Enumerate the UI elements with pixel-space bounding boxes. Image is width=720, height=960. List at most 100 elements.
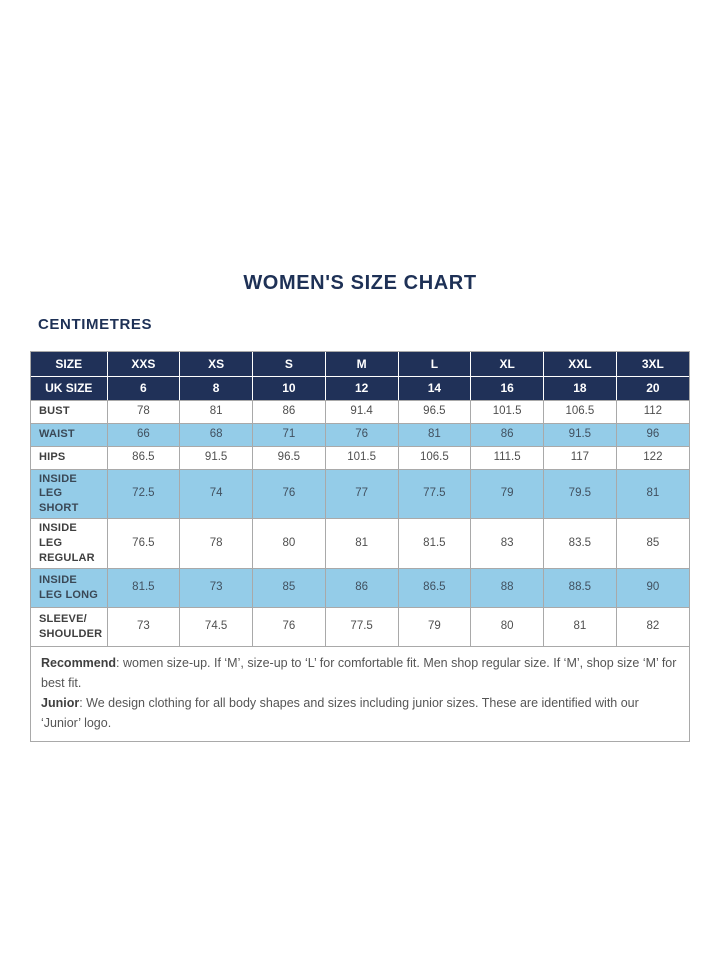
table-row: HIPS 86.5 91.5 96.5 101.5 106.5 111.5 117 122 bbox=[31, 446, 689, 470]
measurement-cell: 76.5 bbox=[107, 518, 181, 569]
measurement-cell: 86.5 bbox=[398, 568, 472, 608]
size-table-body: BUST 78 81 86 91.4 96.5 101.5 106.5 112 WAIST 66 68… bbox=[31, 400, 689, 647]
page-title: WOMEN'S SIZE CHART bbox=[243, 272, 477, 294]
footnote-junior-text: : We design clothing for all body shapes… bbox=[41, 696, 639, 731]
unit-heading: CENTIMETRES bbox=[38, 316, 153, 333]
measurement-cell: 111.5 bbox=[470, 446, 544, 470]
footnote-recommend: Recommend: women size-up. If ‘M’, size-u… bbox=[41, 653, 679, 694]
measurement-cell: 80 bbox=[252, 518, 326, 569]
footnote-recommend-label: Recommend bbox=[41, 655, 117, 670]
measurement-cell: 91.4 bbox=[325, 400, 399, 424]
header-cell: 14 bbox=[398, 376, 472, 401]
measurement-cell: 74.5 bbox=[179, 607, 253, 647]
measurement-cell: 81 bbox=[398, 423, 472, 447]
size-table: SIZE XXS XS S M L XL XXL 3XL UK SIZE 6 8 10 12 14 16 18 2… bbox=[31, 352, 689, 647]
header-cell: 3XL bbox=[616, 352, 689, 377]
footnote-junior: Junior: We design clothing for all body … bbox=[41, 693, 679, 734]
header-cell: XL bbox=[470, 352, 544, 377]
measurement-cell: 83.5 bbox=[543, 518, 617, 569]
header-cell: 18 bbox=[543, 376, 617, 401]
measurement-cell: 106.5 bbox=[398, 446, 472, 470]
measurement-cell: 101.5 bbox=[470, 400, 544, 424]
table-row: INSIDE LEG LONG 81.5 73 85 86 86.5 88 88.5 90 bbox=[31, 568, 689, 608]
measurement-cell: 96 bbox=[616, 423, 689, 447]
measurement-cell: 79 bbox=[398, 607, 472, 647]
row-label: INSIDE LEG SHORT bbox=[31, 469, 108, 520]
measurement-cell: 73 bbox=[179, 568, 253, 608]
measurement-cell: 122 bbox=[616, 446, 689, 470]
measurement-cell: 82 bbox=[616, 607, 689, 647]
footnote-recommend-text: : women size-up. If ‘M’, size-up to ‘L’ … bbox=[41, 655, 677, 690]
size-table-container: SIZE XXS XS S M L XL XXL 3XL UK SIZE 6 8 10 12 14 16 18 2… bbox=[30, 351, 690, 742]
footnote-junior-label: Junior bbox=[41, 696, 80, 711]
row-label: SLEEVE/ SHOULDER bbox=[31, 607, 108, 647]
table-row: WAIST 66 68 71 76 81 86 91.5 96 bbox=[31, 423, 689, 447]
size-table-head: SIZE XXS XS S M L XL XXL 3XL UK SIZE 6 8 10 12 14 16 18 2… bbox=[31, 352, 689, 401]
row-label: INSIDE LEG REGULAR bbox=[31, 518, 108, 569]
measurement-cell: 71 bbox=[252, 423, 326, 447]
measurement-cell: 86 bbox=[470, 423, 544, 447]
measurement-cell: 76 bbox=[252, 607, 326, 647]
table-row: INSIDE LEG SHORT 72.5 74 76 77 77.5 79 79.5 81 bbox=[31, 469, 689, 520]
measurement-cell: 117 bbox=[543, 446, 617, 470]
measurement-cell: 79.5 bbox=[543, 469, 617, 520]
measurement-cell: 106.5 bbox=[543, 400, 617, 424]
measurement-cell: 77 bbox=[325, 469, 399, 520]
header-cell: 6 bbox=[107, 376, 181, 401]
measurement-cell: 96.5 bbox=[252, 446, 326, 470]
header-cell: L bbox=[398, 352, 472, 377]
header-row: SIZE XXS XS S M L XL XXL 3XL bbox=[31, 352, 689, 377]
header-cell: XXL bbox=[543, 352, 617, 377]
measurement-cell: 88 bbox=[470, 568, 544, 608]
measurement-cell: 86 bbox=[252, 400, 326, 424]
measurement-cell: 86.5 bbox=[107, 446, 181, 470]
row-label: BUST bbox=[31, 400, 108, 424]
measurement-cell: 74 bbox=[179, 469, 253, 520]
measurement-cell: 81.5 bbox=[107, 568, 181, 608]
measurement-cell: 81 bbox=[325, 518, 399, 569]
header-cell: XS bbox=[179, 352, 253, 377]
measurement-cell: 81 bbox=[179, 400, 253, 424]
footnotes: Recommend: women size-up. If ‘M’, size-u… bbox=[31, 647, 689, 741]
measurement-cell: 91.5 bbox=[543, 423, 617, 447]
measurement-cell: 68 bbox=[179, 423, 253, 447]
measurement-cell: 81 bbox=[616, 469, 689, 520]
measurement-cell: 85 bbox=[616, 518, 689, 569]
header-cell: 20 bbox=[616, 376, 689, 401]
measurement-cell: 85 bbox=[252, 568, 326, 608]
measurement-cell: 66 bbox=[107, 423, 181, 447]
row-label: HIPS bbox=[31, 446, 108, 470]
measurement-cell: 78 bbox=[107, 400, 181, 424]
measurement-cell: 90 bbox=[616, 568, 689, 608]
table-row: BUST 78 81 86 91.4 96.5 101.5 106.5 112 bbox=[31, 400, 689, 424]
header-cell: 16 bbox=[470, 376, 544, 401]
measurement-cell: 78 bbox=[179, 518, 253, 569]
measurement-cell: 86 bbox=[325, 568, 399, 608]
table-row: SLEEVE/ SHOULDER 73 74.5 76 77.5 79 80 81 82 bbox=[31, 607, 689, 647]
measurement-cell: 91.5 bbox=[179, 446, 253, 470]
measurement-cell: 96.5 bbox=[398, 400, 472, 424]
measurement-cell: 101.5 bbox=[325, 446, 399, 470]
header-cell: XXS bbox=[107, 352, 181, 377]
measurement-cell: 76 bbox=[252, 469, 326, 520]
measurement-cell: 79 bbox=[470, 469, 544, 520]
header-row-label: UK SIZE bbox=[31, 376, 108, 401]
header-cell: 12 bbox=[325, 376, 399, 401]
measurement-cell: 73 bbox=[107, 607, 181, 647]
row-label: INSIDE LEG LONG bbox=[31, 568, 108, 608]
header-row-label: SIZE bbox=[31, 352, 108, 377]
table-row: INSIDE LEG REGULAR 76.5 78 80 81 81.5 83 83.5 85 bbox=[31, 518, 689, 569]
measurement-cell: 77.5 bbox=[398, 469, 472, 520]
measurement-cell: 81 bbox=[543, 607, 617, 647]
header-cell: M bbox=[325, 352, 399, 377]
measurement-cell: 112 bbox=[616, 400, 689, 424]
measurement-cell: 72.5 bbox=[107, 469, 181, 520]
measurement-cell: 76 bbox=[325, 423, 399, 447]
measurement-cell: 88.5 bbox=[543, 568, 617, 608]
measurement-cell: 81.5 bbox=[398, 518, 472, 569]
header-cell: S bbox=[252, 352, 326, 377]
measurement-cell: 80 bbox=[470, 607, 544, 647]
measurement-cell: 83 bbox=[470, 518, 544, 569]
header-row: UK SIZE 6 8 10 12 14 16 18 20 bbox=[31, 376, 689, 401]
size-chart-page: WOMEN'S SIZE CHART CENTIMETRES SIZE XXS XS… bbox=[30, 0, 690, 742]
